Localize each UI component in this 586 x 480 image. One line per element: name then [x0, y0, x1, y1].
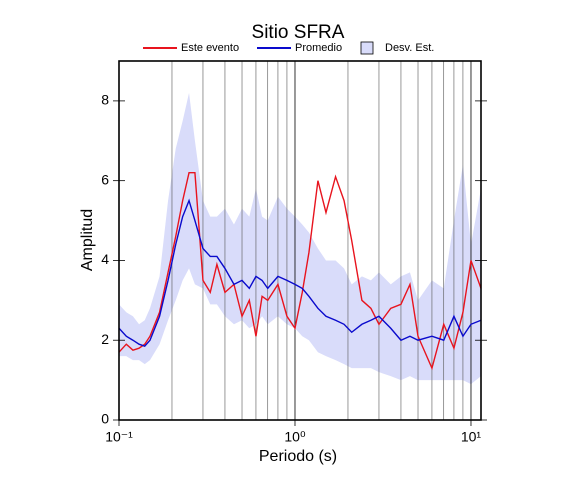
legend-label: Promedio	[295, 42, 342, 54]
y-tick-label: 2	[101, 331, 109, 347]
y-tick-label: 6	[101, 171, 109, 187]
series-line	[118, 198, 482, 348]
x-tick-label: 10¹	[461, 429, 482, 445]
y-tick-label: 4	[101, 251, 109, 267]
legend-label: Desv. Est.	[385, 42, 434, 54]
x-axis-label: Periodo (s)	[259, 448, 337, 465]
legend-label: Este evento	[181, 42, 239, 54]
y-tick-label: 0	[101, 411, 109, 427]
plot-frame	[118, 60, 482, 421]
y-axis-label: Amplitud	[79, 209, 96, 271]
x-tick-label: 10⁻¹	[105, 429, 133, 445]
legend-swatch	[360, 41, 374, 55]
chart-title: Sitio SFRA	[252, 22, 345, 43]
y-tick-label: 8	[101, 92, 109, 108]
x-tick-label: 10⁰	[284, 429, 306, 445]
series-line	[118, 171, 482, 371]
std-band	[119, 92, 481, 385]
